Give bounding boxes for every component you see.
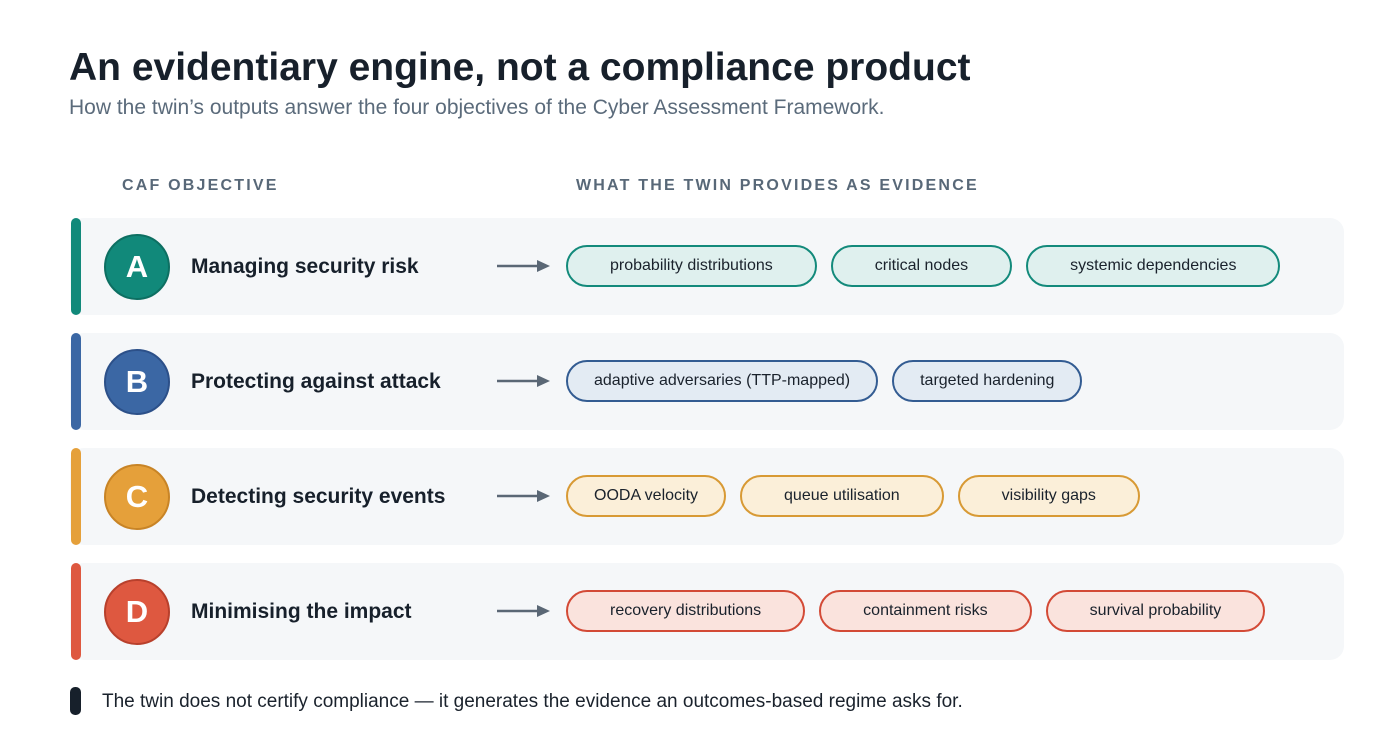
column-header-objective: CAF OBJECTIVE bbox=[122, 177, 279, 194]
objective-letter-badge: D bbox=[104, 579, 170, 645]
row-accent-bar bbox=[71, 218, 81, 315]
objective-label: Managing security risk bbox=[191, 255, 419, 278]
column-header-evidence: WHAT THE TWIN PROVIDES AS EVIDENCE bbox=[576, 177, 979, 194]
evidence-chip: survival probability bbox=[1045, 590, 1266, 632]
objective-row-c: C Detecting security events OODA velocit… bbox=[70, 448, 1344, 545]
page-subtitle: How the twin’s outputs answer the four o… bbox=[69, 96, 885, 119]
objective-row-b: B Protecting against attack adaptive adv… bbox=[70, 333, 1344, 430]
evidence-chip: critical nodes bbox=[830, 245, 1013, 287]
evidence-chip: queue utilisation bbox=[740, 475, 944, 517]
evidence-chip: targeted hardening bbox=[892, 360, 1083, 402]
objective-row-a: A Managing security risk probability dis… bbox=[70, 218, 1344, 315]
objective-letter-badge: C bbox=[104, 464, 170, 530]
evidence-chip: adaptive adversaries (TTP-mapped) bbox=[566, 360, 879, 402]
objective-row-d: D Minimising the impact recovery distrib… bbox=[70, 563, 1344, 660]
objective-label: Minimising the impact bbox=[191, 600, 412, 623]
objective-label: Protecting against attack bbox=[191, 370, 441, 393]
objective-label: Detecting security events bbox=[191, 485, 446, 508]
arrow-right-icon bbox=[497, 605, 550, 617]
evidence-chip-list: OODA velocity queue utilisation visibili… bbox=[566, 475, 1140, 517]
page-title: An evidentiary engine, not a compliance … bbox=[69, 46, 971, 89]
evidence-chip: containment risks bbox=[819, 590, 1032, 632]
evidence-chip: OODA velocity bbox=[566, 475, 727, 517]
evidence-chip-list: recovery distributions containment risks… bbox=[566, 590, 1266, 632]
evidence-chip-list: probability distributions critical nodes… bbox=[566, 245, 1281, 287]
arrow-right-icon bbox=[497, 375, 550, 387]
objective-rows: A Managing security risk probability dis… bbox=[70, 218, 1344, 678]
row-accent-bar bbox=[71, 563, 81, 660]
evidence-chip: recovery distributions bbox=[566, 590, 806, 632]
evidence-chip: systemic dependencies bbox=[1026, 245, 1281, 287]
arrow-right-icon bbox=[497, 490, 550, 502]
evidence-chip-list: adaptive adversaries (TTP-mapped) target… bbox=[566, 360, 1083, 402]
note-marker-icon bbox=[70, 687, 81, 715]
row-accent-bar bbox=[71, 448, 81, 545]
row-accent-bar bbox=[71, 333, 81, 430]
arrow-right-icon bbox=[497, 260, 550, 272]
footer-note: The twin does not certify compliance — i… bbox=[102, 691, 963, 712]
evidence-chip: visibility gaps bbox=[957, 475, 1140, 517]
objective-letter-badge: B bbox=[104, 349, 170, 415]
evidence-chip: probability distributions bbox=[566, 245, 817, 287]
objective-letter-badge: A bbox=[104, 234, 170, 300]
